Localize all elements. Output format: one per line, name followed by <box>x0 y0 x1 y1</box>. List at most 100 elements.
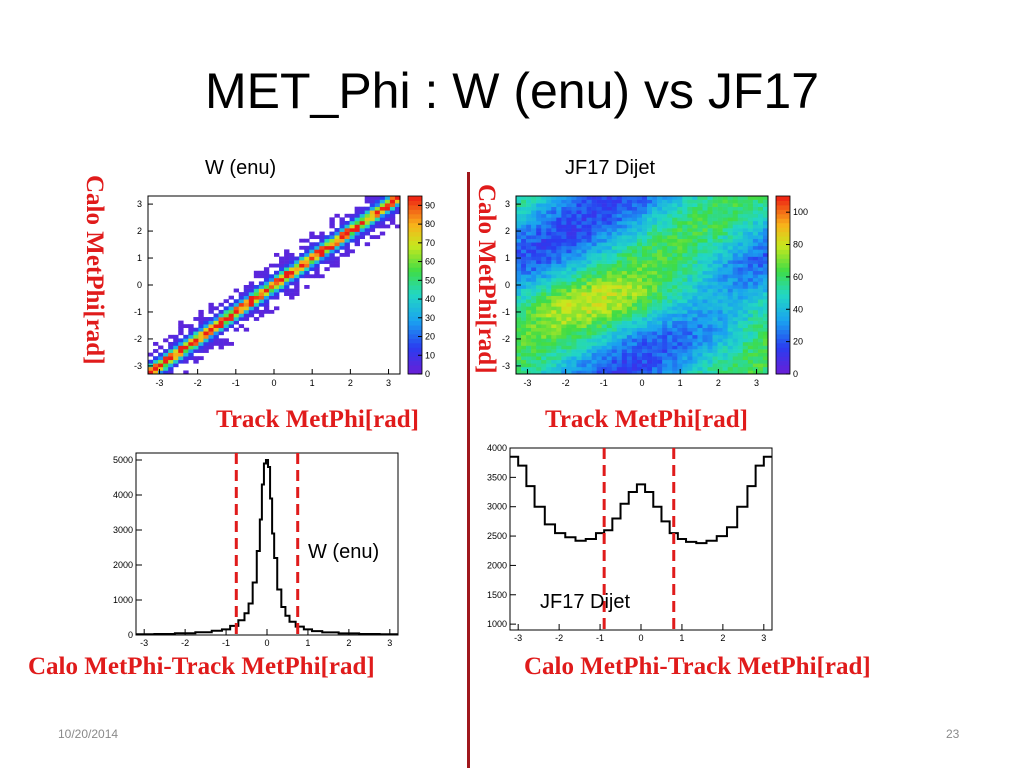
heatmap-cell <box>616 260 623 264</box>
heatmap-cell <box>566 288 572 293</box>
heatmap-cell <box>647 288 653 293</box>
heatmap-cell <box>581 359 587 364</box>
heatmap-cell <box>218 313 224 318</box>
heatmap-cell <box>737 199 744 204</box>
heatmap-cell <box>742 352 749 357</box>
heatmap-cell <box>642 220 648 225</box>
heatmap-cell <box>727 231 734 236</box>
heatmap-cell <box>581 267 587 272</box>
heatmap-cell <box>521 341 527 346</box>
heatmap-cell <box>747 228 754 232</box>
heatmap-cell <box>762 366 769 371</box>
heatmap-cell <box>601 302 608 307</box>
heatmap-cell <box>707 210 713 215</box>
heatmap-cell <box>616 295 623 300</box>
heatmap-cell <box>636 352 643 357</box>
heatmap-cell <box>667 352 673 357</box>
heatmap-cell <box>526 277 532 282</box>
heatmap-cell <box>218 320 224 325</box>
heatmap-cell <box>374 199 381 204</box>
heatmap-cell <box>248 306 255 311</box>
heatmap-cell <box>712 327 718 332</box>
heatmap-cell <box>662 327 668 332</box>
x-tick-label: 0 <box>264 638 269 648</box>
heatmap-cell <box>762 295 769 300</box>
heatmap-cell <box>561 324 567 329</box>
heatmap-cell <box>606 252 613 257</box>
heatmap-cell <box>717 334 723 339</box>
heatmap-cell <box>642 338 648 343</box>
y-tick-label: 1000 <box>487 619 507 629</box>
heatmap-cell <box>672 238 678 243</box>
heatmap-cell <box>717 309 723 314</box>
heatmap-cell <box>647 277 653 282</box>
heatmap-cell <box>601 235 608 240</box>
heatmap-cell <box>586 281 592 286</box>
y-tick-label: -3 <box>502 361 510 371</box>
heatmap-cell <box>762 281 769 286</box>
heatmap-cell <box>762 341 769 346</box>
heatmap-cell <box>747 349 754 353</box>
y-tick-label: 0 <box>505 280 510 290</box>
heatmap-cell <box>284 256 290 261</box>
heatmap-cell <box>677 338 683 343</box>
heatmap-cell <box>752 206 759 211</box>
colorbar-cell <box>776 209 790 215</box>
heatmap-cell <box>516 270 522 275</box>
heatmap-cell <box>601 242 608 247</box>
heatmap-cell <box>667 370 673 375</box>
heatmap-cell <box>324 242 330 247</box>
heatmap-cell <box>707 196 713 200</box>
heatmap-cell <box>606 331 613 336</box>
heatmap-cell <box>173 359 179 364</box>
x-tick-label: -2 <box>181 638 189 648</box>
heatmap-cell <box>526 370 532 375</box>
heatmap-cell <box>591 256 597 261</box>
heatmap-cell <box>586 295 592 300</box>
heatmap-cell <box>616 366 623 371</box>
heatmap-cell <box>732 359 739 364</box>
heatmap-cell <box>757 370 764 375</box>
heatmap-cell <box>369 228 376 232</box>
heatmap-cell <box>551 274 557 279</box>
heatmap-cell <box>516 206 522 211</box>
heatmap-cell <box>762 231 769 236</box>
heatmap-cell <box>697 331 703 336</box>
ylabel-2d-left: Calo MetPhi[rad] <box>81 175 108 365</box>
heatmap-cell <box>732 327 739 332</box>
heatmap-cell <box>541 292 547 296</box>
heatmap-cell <box>551 327 557 332</box>
heatmap-cell <box>697 302 703 307</box>
heatmap-cell <box>571 277 577 282</box>
heatmap-cell <box>707 281 713 286</box>
heatmap-cell <box>299 238 305 243</box>
heatmap-cell <box>737 306 744 311</box>
heatmap-cell <box>762 352 769 357</box>
heatmap-cell <box>621 245 628 250</box>
heatmap-cell <box>657 345 663 350</box>
heatmap-cell <box>672 349 678 353</box>
heatmap-cell <box>521 249 527 254</box>
heatmap-cell <box>717 295 723 300</box>
heatmap-cell <box>526 352 532 357</box>
heatmap-cell <box>274 288 280 293</box>
heatmap-cell <box>712 196 718 200</box>
heatmap-cell <box>747 338 754 343</box>
heatmap-cell <box>324 235 330 240</box>
heatmap-cell <box>531 359 537 364</box>
heatmap-cell <box>566 220 572 225</box>
heatmap-cell <box>561 327 567 332</box>
heatmap-cell <box>692 341 698 346</box>
heatmap-cell <box>672 274 678 279</box>
heatmap-cell <box>233 309 240 314</box>
heatmap-cell <box>692 206 698 211</box>
heatmap-cell <box>642 341 648 346</box>
heatmap-cell <box>289 267 295 272</box>
heatmap-cell <box>631 313 638 318</box>
heatmap-cell <box>516 306 522 311</box>
heatmap-cell <box>717 299 723 304</box>
heatmap-cell <box>531 235 537 240</box>
colorbar-tick-label: 20 <box>425 332 435 342</box>
heatmap-cell <box>727 238 734 243</box>
heatmap-cell <box>732 238 739 243</box>
